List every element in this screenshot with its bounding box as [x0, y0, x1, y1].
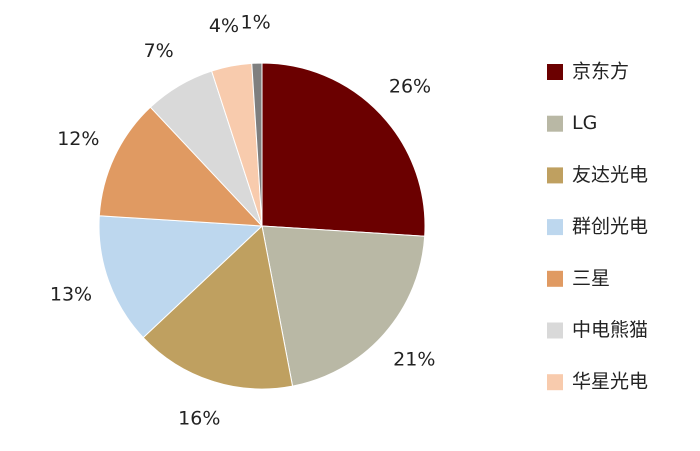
- pie-slice: [261, 225, 426, 387]
- legend-swatch: [547, 115, 563, 132]
- legend-swatch: [547, 219, 563, 236]
- legend-label: 华星光电: [572, 371, 648, 393]
- data-label: 16%: [178, 408, 220, 430]
- legend-label: 友达光电: [572, 164, 648, 186]
- pie-slice: [261, 62, 426, 237]
- data-label: 1%: [241, 12, 271, 34]
- legend-swatch: [547, 322, 563, 339]
- legend-label: 三星: [572, 267, 610, 289]
- pie-slice: [142, 225, 294, 390]
- legend-swatch: [547, 374, 563, 391]
- legend-label: 京东方: [572, 61, 629, 83]
- legend-swatch: [547, 64, 563, 80]
- legend-swatch: [547, 270, 563, 287]
- legend-label: 群创光电: [572, 216, 648, 238]
- pie-slice: [98, 215, 264, 339]
- data-label: 13%: [50, 283, 92, 305]
- data-label: 12%: [57, 128, 99, 150]
- legend-label: LG: [572, 112, 597, 134]
- pie-slice: [251, 62, 263, 227]
- pie-slice: [98, 106, 264, 227]
- legend-label: 中电熊猫: [572, 319, 648, 341]
- legend-swatch: [547, 167, 563, 184]
- data-label: 26%: [389, 76, 431, 98]
- data-label: 7%: [144, 40, 174, 62]
- data-label: 4%: [209, 15, 239, 37]
- data-label: 21%: [393, 349, 435, 371]
